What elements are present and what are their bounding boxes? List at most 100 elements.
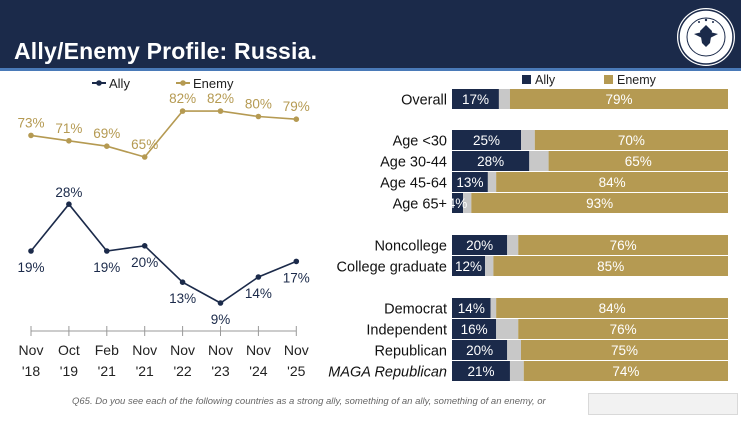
bar-other-age-65-	[463, 193, 472, 213]
bar-other-independent	[496, 319, 519, 339]
bar-row-label-maga-republican: MAGA Republican	[328, 365, 447, 381]
line-point-enemy-2	[104, 143, 110, 149]
bar-row-label-noncollege: Noncollege	[374, 239, 447, 255]
bar-other-democrat	[490, 298, 497, 318]
bar-row-label-college-graduate: College graduate	[337, 260, 447, 276]
bar-other-maga-republican	[509, 361, 524, 381]
bar-enemy-label-age-30: 70%	[618, 133, 645, 148]
line-data-label-enemy-7: 79%	[283, 99, 310, 114]
bar-row-label-democrat: Democrat	[384, 302, 447, 318]
bar-enemy-independent	[518, 319, 728, 339]
bar-ally-label-noncollege: 20%	[466, 238, 493, 253]
line-x-tick-month-2: Feb	[95, 342, 119, 358]
header-bar	[0, 0, 741, 70]
bar-enemy-label-noncollege: 76%	[610, 238, 637, 253]
line-x-tick-year-1: '19	[60, 363, 78, 379]
bar-enemy-republican	[521, 340, 728, 360]
line-point-enemy-0	[28, 132, 34, 139]
bar-enemy-label-age-45-64: 84%	[599, 175, 626, 190]
bar-chart-legend: Ally Enemy	[522, 73, 657, 87]
bar-enemy-noncollege	[518, 235, 728, 255]
bar-enemy-label-republican: 75%	[611, 343, 638, 358]
line-x-tick-month-0: Nov	[19, 342, 44, 358]
bar-enemy-overall	[509, 89, 728, 109]
line-point-ally-1	[66, 201, 72, 207]
page-number-box	[588, 393, 738, 415]
line-point-ally-4	[179, 279, 186, 286]
line-x-tick-year-3: '21	[136, 363, 154, 379]
bar-ally-noncollege	[452, 235, 508, 255]
line-legend-label-0: Ally	[109, 76, 130, 91]
line-data-label-ally-3: 20%	[131, 255, 158, 270]
line-point-ally-6	[255, 274, 262, 280]
bar-ally-label-overall: 17%	[462, 92, 489, 107]
bar-row-label-republican: Republican	[374, 344, 447, 360]
line-data-label-enemy-3: 65%	[131, 137, 158, 152]
line-x-tick-month-4: Nov	[170, 342, 195, 358]
seal-icon	[677, 8, 735, 66]
line-x-tick-year-5: '23	[211, 363, 229, 379]
bar-other-noncollege	[507, 235, 519, 255]
bar-chart-rows: Overall 17% 79% Age <30 25% 70% Age 30-44 28% 65…	[328, 89, 728, 381]
bar-other-age-45-64	[487, 172, 497, 192]
bar-other-college-graduate	[485, 256, 494, 276]
line-series-ally	[30, 202, 297, 304]
line-point-enemy-6	[255, 113, 262, 120]
line-x-tick-year-7: '25	[287, 363, 305, 379]
line-data-label-ally-0: 19%	[17, 260, 44, 275]
bar-enemy-age-45-64	[496, 172, 728, 192]
bar-enemy-age-30	[534, 130, 728, 150]
line-point-ally-2	[104, 248, 110, 254]
line-data-label-enemy-2: 69%	[93, 126, 120, 141]
bar-ally-label-age-65-: 4%	[448, 196, 468, 211]
bar-ally-label-age-45-64: 13%	[456, 175, 483, 190]
line-data-label-enemy-6: 80%	[245, 97, 272, 112]
bar-enemy-college-graduate	[493, 256, 728, 276]
line-data-label-ally-1: 28%	[55, 185, 82, 200]
bar-enemy-maga-republican	[523, 361, 728, 381]
line-x-tick-month-3: Nov	[132, 342, 157, 358]
bar-legend-swatch-1	[604, 75, 613, 84]
footnote: Q65. Do you see each of the following co…	[72, 396, 546, 407]
line-data-label-enemy-5: 82%	[207, 91, 234, 106]
bar-enemy-label-age-30-44: 65%	[625, 154, 652, 169]
line-data-label-enemy-0: 73%	[17, 115, 44, 130]
bar-legend-label-1: Enemy	[617, 73, 657, 87]
line-x-tick-year-0: '18	[22, 363, 40, 379]
line-x-tick-month-6: Nov	[246, 342, 271, 358]
line-data-label-ally-5: 9%	[211, 312, 231, 327]
bar-ally-independent	[452, 319, 497, 339]
line-chart-series: 19% 28% 19% 20% 13% 9% 14% 17% 73% 71% 69% 65% 82% 82…	[17, 91, 309, 327]
line-series-enemy	[30, 110, 297, 158]
line-data-label-ally-7: 17%	[283, 270, 310, 285]
line-data-label-enemy-1: 71%	[55, 121, 82, 136]
bar-enemy-label-college-graduate: 85%	[597, 259, 624, 274]
bar-other-age-30	[521, 130, 535, 150]
bar-ally-age-30	[452, 130, 521, 150]
line-legend-marker-1	[180, 80, 186, 86]
header-rule	[0, 68, 741, 71]
bar-ally-college-graduate	[452, 256, 486, 276]
line-point-ally-3	[141, 243, 148, 249]
bar-other-overall	[498, 89, 510, 109]
line-point-enemy-1	[66, 138, 72, 144]
bar-row-label-independent: Independent	[366, 323, 447, 339]
bar-ally-label-independent: 16%	[461, 322, 488, 337]
bar-ally-democrat	[452, 298, 491, 318]
bar-enemy-label-independent: 76%	[610, 322, 637, 337]
line-x-tick-year-4: '22	[173, 363, 191, 379]
bar-enemy-democrat	[496, 298, 728, 318]
line-point-enemy-7	[293, 116, 300, 122]
line-chart-x-axis: Nov '18 Oct '19 Feb '21 Nov '21 Nov '22 Nov '23 Nov '…	[19, 326, 309, 379]
line-point-ally-0	[28, 248, 34, 254]
bar-row-label-overall: Overall	[401, 93, 447, 109]
bar-ally-label-republican: 20%	[466, 343, 493, 358]
line-data-label-enemy-4: 82%	[169, 91, 196, 106]
bar-ally-age-65-	[452, 193, 464, 213]
line-x-tick-month-1: Oct	[58, 342, 80, 358]
bar-ally-label-college-graduate: 12%	[455, 259, 482, 274]
bar-ally-age-30-44	[452, 151, 530, 171]
line-x-tick-month-7: Nov	[284, 342, 309, 358]
line-point-ally-7	[293, 258, 300, 265]
bar-ally-label-age-30-44: 28%	[477, 154, 504, 169]
